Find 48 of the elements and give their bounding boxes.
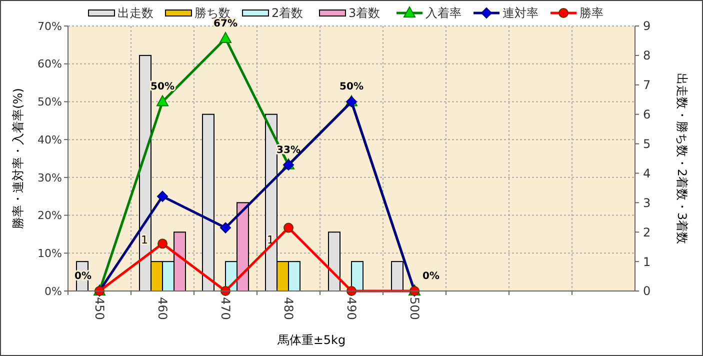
y-tick-label: 40% — [38, 133, 62, 146]
x-tick-label: 490 — [344, 297, 358, 320]
y-tick-label: 70% — [38, 20, 62, 33]
point — [158, 238, 168, 249]
x-tick-label: 470 — [218, 297, 232, 320]
point — [220, 222, 231, 234]
y2-axis-title: 出走数・勝ち数・2着数・3着数 — [675, 72, 689, 244]
bar — [391, 261, 404, 292]
legend-label: 2着数 — [272, 6, 304, 20]
x-tick-label: 500 — [407, 297, 422, 320]
bar — [328, 232, 340, 292]
y2-tick-label: 9 — [643, 19, 651, 34]
data-label: 0% — [422, 271, 440, 282]
point — [156, 95, 168, 106]
y2-tick-label: 8 — [643, 48, 651, 63]
y-axis-title: 勝率・連対率・入着率(%) — [11, 88, 25, 229]
legend-label: 出走数 — [118, 6, 154, 20]
y2-tick-label: 6 — [643, 108, 651, 122]
y2-tick-label: 1 — [643, 254, 651, 269]
legend-label: 連対率 — [502, 6, 538, 20]
bar — [351, 261, 364, 292]
x-tick-label: 460 — [155, 297, 170, 320]
point — [157, 190, 168, 202]
x-tick-label: 480 — [281, 297, 296, 320]
data-label: 67% — [214, 18, 238, 30]
y2-tick-label: 0 — [643, 284, 651, 298]
y-tick-label: 60% — [38, 58, 62, 71]
x-axis-title: 馬体重±5kg — [276, 333, 346, 347]
y2-tick-label: 7 — [643, 78, 651, 92]
legend-label: 勝率 — [580, 6, 604, 20]
y-tick-label: 20% — [38, 209, 62, 222]
x-tick-label: 450 — [92, 297, 106, 320]
y-tick-label: 50% — [38, 96, 62, 109]
data-label: 50% — [340, 82, 364, 93]
y2-tick-label: 4 — [643, 166, 651, 180]
y2-tick-label: 5 — [643, 136, 651, 151]
data-label: 1 — [141, 234, 148, 247]
y-tick-label: 30% — [38, 171, 62, 184]
y-tick-label: 0% — [44, 284, 62, 298]
y2-tick-label: 3 — [643, 196, 651, 210]
y2-tick-label: 2 — [643, 225, 651, 240]
legend-label: 勝ち数 — [194, 6, 230, 20]
point — [284, 222, 294, 233]
point — [220, 32, 232, 43]
bar — [202, 114, 214, 292]
legend-label: 入着率 — [426, 6, 462, 20]
legend-label: 3着数 — [348, 6, 380, 20]
y-tick-label: 10% — [38, 246, 62, 260]
